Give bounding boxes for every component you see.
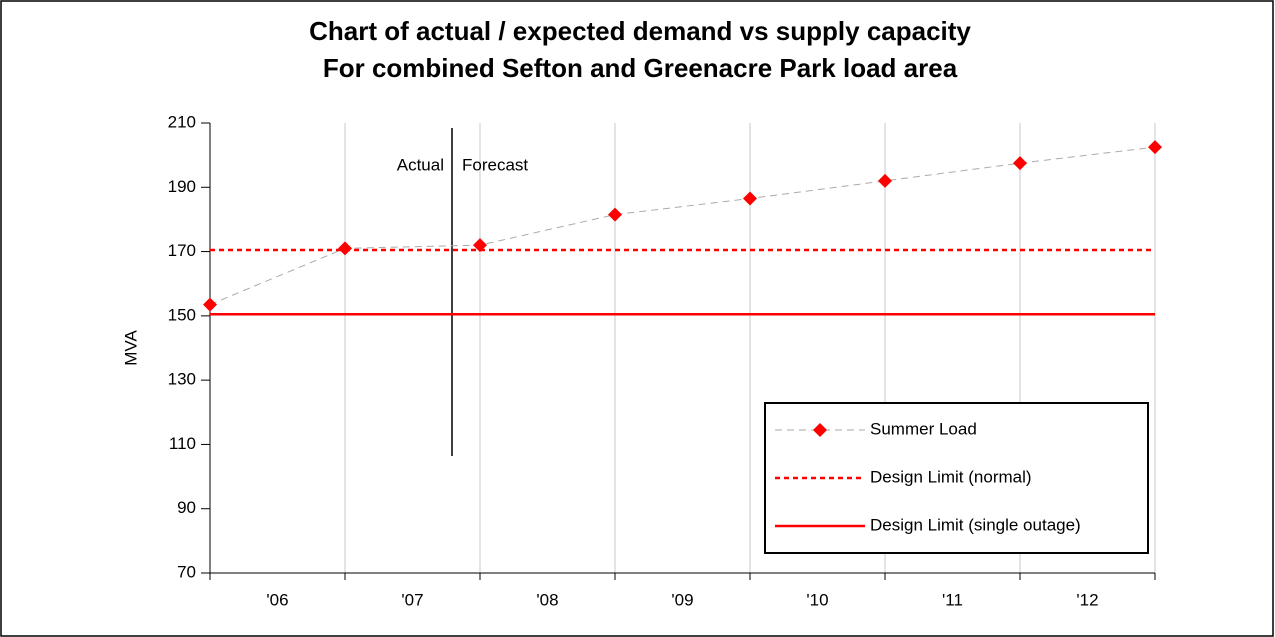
y-tick-label: 110 — [169, 434, 196, 453]
data-point — [1013, 156, 1027, 171]
legend-label: Design Limit (normal) — [870, 467, 1032, 486]
legend-box — [764, 402, 1149, 554]
legend-marker — [813, 423, 827, 437]
annotation: Forecast — [462, 155, 528, 174]
y-axis-label: MVA — [121, 330, 140, 366]
x-tick-label: '11 — [942, 590, 963, 609]
x-tick-label: '06 — [266, 590, 288, 609]
chart-subtitle: For combined Sefton and Greenacre Park l… — [323, 53, 958, 83]
x-tick-label: '10 — [806, 590, 828, 609]
chart-title: Chart of actual / expected demand vs sup… — [309, 16, 971, 46]
y-tick-label: 210 — [168, 112, 196, 131]
legend-label: Summer Load — [870, 419, 977, 438]
data-point — [338, 241, 352, 256]
y-tick-label: 130 — [168, 370, 196, 389]
y-tick-label: 70 — [177, 562, 196, 581]
legend-label: Design Limit (single outage) — [870, 515, 1081, 534]
annotation: Actual — [397, 155, 444, 174]
data-point — [878, 173, 892, 188]
data-point — [203, 297, 217, 312]
x-tick-label: '09 — [671, 590, 693, 609]
x-tick-label: '08 — [536, 590, 558, 609]
data-point — [608, 207, 622, 222]
data-point — [473, 238, 487, 253]
y-tick-label: 150 — [168, 305, 196, 324]
y-tick-label: 170 — [168, 241, 196, 260]
x-tick-label: '12 — [1076, 590, 1098, 609]
data-point — [743, 191, 757, 206]
data-point — [1148, 140, 1162, 155]
y-tick-label: 190 — [168, 177, 196, 196]
x-tick-label: '07 — [401, 590, 423, 609]
series-line — [209, 146, 1156, 306]
y-tick-label: 90 — [177, 498, 196, 517]
